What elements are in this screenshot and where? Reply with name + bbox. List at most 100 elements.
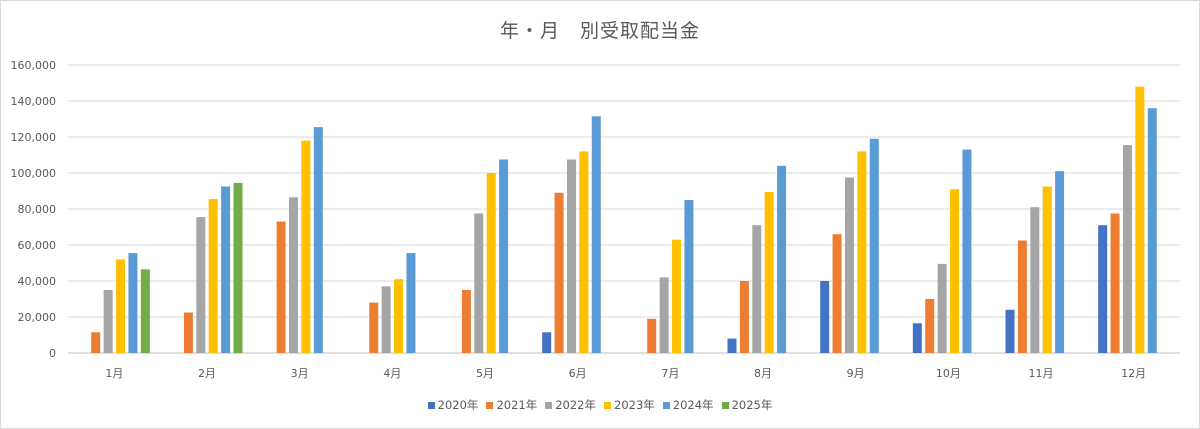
bar-2023年-2月 [208, 199, 218, 353]
bar-2023年-10月 [950, 189, 960, 353]
y-tick-label: 120,000 [11, 131, 57, 144]
bar-2020年-6月 [542, 332, 552, 353]
y-tick-label: 160,000 [11, 59, 57, 72]
y-tick-label: 100,000 [11, 167, 57, 180]
bar-2024年-8月 [777, 165, 787, 353]
legend-label: 2024年 [672, 398, 714, 412]
bar-2020年-12月 [1098, 225, 1108, 353]
legend-label: 2021年 [496, 398, 538, 412]
bar-2020年-8月 [727, 338, 737, 353]
bar-2020年-9月 [820, 281, 830, 353]
x-tick-label: 7月 [661, 367, 679, 380]
x-tick-label: 9月 [847, 367, 865, 380]
bars [91, 86, 1157, 353]
legend-item: 2023年 [604, 397, 655, 413]
bar-2022年-11月 [1030, 207, 1040, 353]
x-tick-label: 1月 [105, 367, 123, 380]
bar-2022年-2月 [196, 217, 206, 353]
bar-2023年-12月 [1135, 86, 1145, 353]
legend-label: 2022年 [555, 398, 596, 412]
y-tick-label: 0 [49, 347, 56, 360]
bar-2022年-3月 [288, 197, 298, 353]
bar-2021年-3月 [276, 221, 286, 353]
bar-2024年-12月 [1147, 108, 1157, 353]
bar-2021年-2月 [183, 312, 193, 353]
legend-label: 2025年 [731, 398, 773, 412]
bar-2023年-5月 [486, 173, 496, 353]
legend-swatch [662, 401, 670, 409]
bar-2023年-6月 [579, 151, 589, 353]
bar-2022年-4月 [381, 286, 391, 353]
legend: 2020年 2021年 2022年 2023年 2024年 2025年 [0, 397, 1200, 413]
legend-label: 2020年 [437, 398, 479, 412]
bar-2023年-8月 [764, 191, 774, 353]
bar-2023年-11月 [1042, 186, 1052, 353]
bar-2024年-6月 [591, 116, 601, 353]
y-tick-label: 140,000 [11, 95, 57, 108]
x-tick-label: 10月 [936, 367, 961, 380]
y-tick-label: 20,000 [18, 311, 57, 324]
bar-2024年-10月 [962, 149, 972, 353]
y-axis-tick-labels: 0 20,000 40,000 60,000 80,000 100,000 120,000 1… [11, 59, 57, 360]
x-tick-label: 11月 [1029, 367, 1054, 380]
gridlines [68, 64, 1180, 354]
bar-2021年-9月 [832, 234, 842, 353]
legend-swatch [545, 401, 553, 409]
y-tick-label: 80,000 [18, 203, 57, 216]
bar-2021年-4月 [369, 302, 379, 353]
x-tick-label: 12月 [1121, 367, 1146, 380]
bar-2021年-7月 [647, 318, 657, 353]
bar-2025年-1月 [140, 269, 150, 353]
bar-2022年-7月 [659, 277, 669, 353]
y-tick-label: 60,000 [18, 239, 57, 252]
legend-item: 2022年 [545, 397, 596, 413]
bar-2022年-1月 [103, 290, 113, 353]
bar-2024年-11月 [1055, 171, 1065, 353]
bar-2021年-12月 [1110, 213, 1120, 353]
bar-2024年-4月 [406, 253, 416, 353]
legend-item: 2020年 [427, 397, 479, 413]
x-tick-label: 8月 [754, 367, 772, 380]
y-tick-label: 40,000 [18, 275, 57, 288]
x-tick-label: 4月 [383, 367, 401, 380]
legend-swatch [604, 401, 611, 409]
bar-2022年-6月 [566, 159, 576, 353]
legend-swatch [721, 401, 729, 409]
legend-swatch [427, 401, 435, 409]
bar-2020年-10月 [912, 323, 922, 353]
bar-2023年-9月 [857, 151, 867, 353]
bar-2021年-1月 [91, 332, 101, 353]
legend-swatch [486, 401, 494, 409]
bar-2024年-5月 [499, 159, 509, 353]
legend-item: 2021年 [486, 397, 537, 413]
bar-2021年-11月 [1017, 240, 1027, 353]
bar-2021年-6月 [554, 192, 564, 353]
bar-2021年-8月 [739, 281, 749, 353]
bar-2022年-12月 [1122, 145, 1132, 353]
bar-2020年-11月 [1005, 309, 1015, 353]
bar-2023年-4月 [394, 279, 404, 353]
bar-2023年-7月 [672, 239, 682, 353]
bar-2022年-5月 [474, 213, 484, 353]
bar-2024年-9月 [869, 138, 879, 353]
bar-2025年-2月 [233, 182, 243, 353]
bar-2024年-1月 [128, 253, 138, 353]
legend-label: 2023年 [614, 398, 655, 412]
bar-2022年-10月 [937, 263, 947, 353]
bar-2024年-2月 [221, 186, 231, 353]
legend-item: 2025年 [721, 397, 773, 413]
bar-2022年-9月 [844, 177, 854, 353]
bar-2023年-3月 [301, 140, 311, 353]
x-tick-label: 5月 [476, 367, 494, 380]
x-axis-tick-labels: 1月 2月 3月 4月 5月 6月 7月 8月 9月 10月 11月 12月 [105, 367, 1146, 380]
bar-2022年-8月 [752, 225, 762, 353]
bar-2024年-3月 [313, 127, 323, 353]
x-tick-label: 2月 [198, 367, 216, 380]
bar-2021年-5月 [461, 290, 471, 353]
bar-2021年-10月 [925, 299, 935, 353]
bar-2023年-1月 [116, 259, 126, 353]
bar-2024年-7月 [684, 200, 694, 353]
x-tick-label: 6月 [569, 367, 587, 380]
x-tick-label: 3月 [291, 367, 309, 380]
